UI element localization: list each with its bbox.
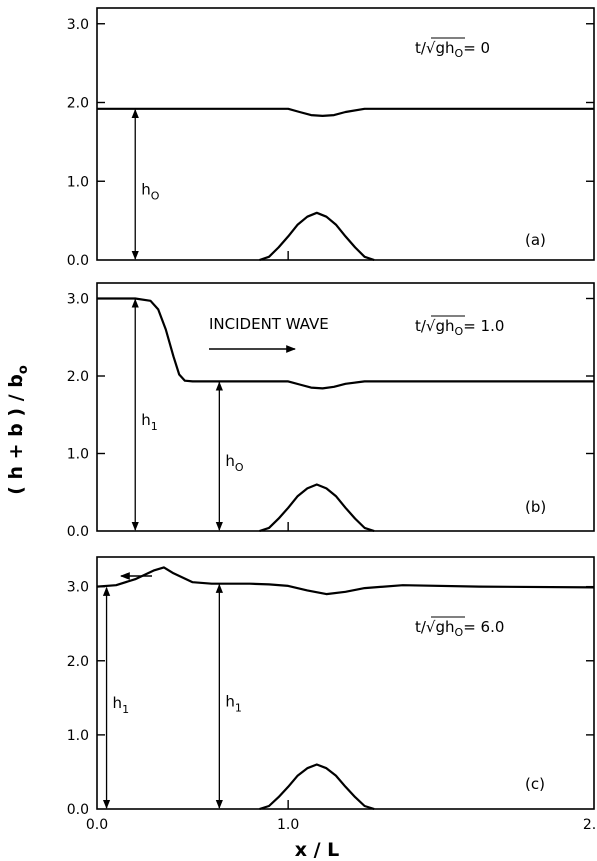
panel-a-time-label: t/√ghO= 0: [415, 39, 490, 60]
y-axis-label: ( h + b ) / bo: [5, 365, 31, 495]
panel-c-ytick-label: 0.0: [67, 802, 89, 818]
panel-c-yticks: 0.0 1.0 2.0 3.0: [67, 580, 594, 818]
panel-b-depth-subscript: O: [235, 461, 244, 474]
panel-a-ytick-label: 1.0: [67, 174, 89, 190]
panel-c-xtick-label: 1.0: [277, 817, 299, 833]
panel-a-depth-subscript: O: [151, 189, 160, 202]
panel-b-tag: (b): [525, 498, 546, 516]
panel-a-tag: (a): [525, 231, 546, 249]
panel-b-depth-label: hO: [225, 452, 244, 474]
panel-a-bottom-topography: [259, 211, 375, 262]
panel-c-time-label: t/√ghO= 6.0: [415, 618, 504, 639]
panel-b-depth-label: h1: [141, 411, 158, 433]
panel-b-time-label: t/√ghO= 1.0: [415, 317, 504, 338]
panel-b-frame: [96, 282, 595, 532]
panel-b-ytick-label: 2.0: [67, 369, 89, 385]
panel-c-ytick-label: 1.0: [67, 728, 89, 744]
panel-c-xtick-label: 0.0: [86, 817, 108, 833]
panel-c-water-surface: [96, 566, 595, 596]
panel-b-annotations: h1 hO: [131, 298, 244, 531]
panel-a-time-subscript: O: [455, 47, 464, 60]
panel-c-time-subscript: O: [455, 626, 464, 639]
panel-b: 0.0 1.0 2.0 3.0 h1 hO INCIDENT WAVE t/√ghO= …: [67, 282, 595, 540]
panel-c-ytick-label: 3.0: [67, 580, 89, 596]
panel-a-yticks: 0.0 1.0 2.0 3.0: [67, 17, 594, 269]
panel-c-depth-subscript: 1: [122, 703, 129, 716]
panel-a-annotations: hO: [131, 108, 160, 260]
panel-b-bottom-topography: [259, 483, 375, 533]
panel-c-ytick-label: 2.0: [67, 654, 89, 670]
panel-c-depth-label: h1: [225, 692, 242, 714]
panel-a-water-surface: [97, 107, 594, 118]
panel-a: 0.0 1.0 2.0 3.0 hO t/√ghO= 0 (a): [67, 7, 595, 269]
panel-b-series: [97, 297, 594, 533]
panel-b-ytick-label: 0.0: [67, 524, 89, 540]
y-axis-label-subscript: o: [16, 365, 31, 374]
panel-b-depth-subscript: 1: [151, 420, 158, 433]
panel-a-series: [97, 107, 594, 262]
panel-b-yticks: 0.0 1.0 2.0 3.0: [67, 292, 594, 540]
panel-c-tag: (c): [525, 775, 545, 793]
panel-a-depth-label: hO: [141, 180, 160, 202]
panel-c-time-value: = 6.0: [463, 618, 504, 636]
panel-a-time-value: = 0: [463, 39, 490, 57]
panel-b-ytick-label: 1.0: [67, 447, 89, 463]
panel-b-time-value: = 1.0: [463, 317, 504, 335]
panel-c-xticks: 0.0 1.0 2.6: [86, 800, 597, 833]
panel-c-bottom-topography: [259, 763, 375, 811]
panel-a-ytick-label: 0.0: [67, 253, 89, 269]
panel-b-water-surface: [97, 297, 594, 390]
panel-c-annotations: h1 h1: [102, 583, 242, 809]
panel-c-frame: [96, 556, 595, 810]
panel-b-time-subscript: O: [455, 325, 464, 338]
panel-c-depth-label: h1: [113, 694, 130, 716]
panel-b-incident-wave-label: INCIDENT WAVE: [209, 315, 329, 333]
panel-c-depth-subscript: 1: [235, 701, 242, 714]
panel-c-xtick-label: 2.6: [583, 817, 597, 833]
x-axis-label: x / L: [295, 839, 340, 861]
panel-c-series: [96, 566, 595, 811]
panel-a-frame: [96, 7, 595, 261]
panel-b-ytick-label: 3.0: [67, 292, 89, 308]
panel-a-ytick-label: 3.0: [67, 17, 89, 33]
panel-a-ytick-label: 2.0: [67, 96, 89, 112]
